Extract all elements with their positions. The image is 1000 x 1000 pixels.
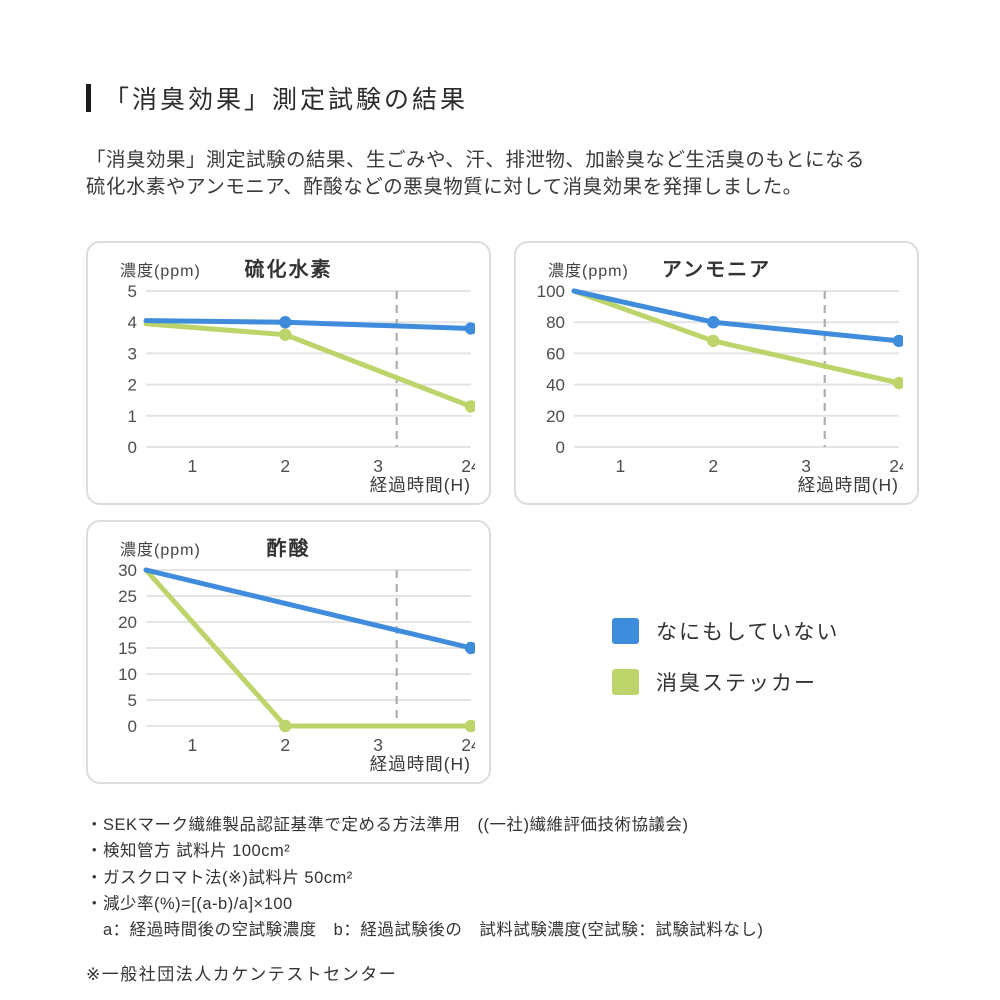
chart-plot: 0 1 2 3 4 5 1 2 3 24経過時間(H) [128, 282, 481, 495]
chart-card: 濃度(ppm) 硫化水素 0 1 2 3 4 5 1 2 3 24経過時間(H) [86, 240, 491, 505]
footnotes: ・SEKマーク繊維製品認証基準で定める方法準用 ((一社)繊維評価技術協議会) ・… [86, 812, 918, 944]
y-tick-label: 0 [128, 717, 137, 736]
y-tick-label: 0 [128, 438, 137, 457]
series-line-blue [571, 288, 902, 344]
y-axis-label: 濃度(ppm) [120, 262, 201, 280]
x-tick-label: 1 [188, 456, 198, 476]
legend-swatch-blue [612, 617, 639, 644]
x-tick-label: 1 [188, 735, 198, 755]
description-line-2: 硫化水素やアンモニア、酢酸などの悪臭物質に対して消臭効果を発揮しました。 [86, 175, 803, 198]
x-axis-label: 経過時間(H) [798, 475, 899, 495]
y-tick-label: 0 [556, 438, 565, 457]
footnote-line: ・SEKマーク繊維製品認証基準で定める方法準用 ((一社)繊維評価技術協議会) [86, 815, 689, 834]
description-line-1: 「消臭効果」測定試験の結果、生ごみや、汗、排泄物、加齢臭など生活臭のもとになる [86, 149, 866, 171]
data-point-dot-blue [279, 315, 292, 329]
legend-swatch-green [612, 668, 639, 695]
chart-title: 硫化水素 [244, 258, 333, 281]
footnote-line: ・ガスクロマト法(※)試料片 50cm² [86, 868, 353, 887]
x-tick-label: 2 [280, 735, 290, 755]
y-tick-label: 3 [128, 344, 137, 363]
y-tick-label: 5 [128, 283, 137, 301]
chart-card-head: 濃度(ppm) 酢酸 [102, 530, 475, 562]
x-tick-label: 3 [373, 735, 383, 755]
description: 「消臭効果」測定試験の結果、生ごみや、汗、排泄物、加齢臭など生活臭のもとになる … [86, 147, 918, 201]
legend-item: なにもしていない [612, 616, 919, 646]
data-point-dot-blue [707, 315, 720, 329]
footnote-line: ・減少率(%)=[(a-b)/a]×100 [86, 894, 293, 913]
data-point-dot-green [279, 328, 292, 341]
legend-item: 消臭ステッカー [612, 667, 919, 697]
chart-card-head: 濃度(ppm) 硫化水素 [102, 251, 475, 283]
data-point-dot-green [464, 719, 478, 733]
data-point-dot-green [464, 400, 478, 413]
legend-label: なにもしていない [656, 620, 840, 644]
chart-card: 濃度(ppm) 酢酸 0 5 10 15 20 25 30 1 2 3 24経過時間(H) [86, 519, 491, 784]
chart-card: 濃度(ppm) アンモニア 0 20 40 60 80 100 1 2 3 24経過時間(H) [514, 240, 919, 505]
data-point-dot-green [892, 376, 906, 390]
page-title-row: 「消臭効果」測定試験の結果 [86, 80, 918, 116]
page-title: 「消臭効果」測定試験の結果 [104, 86, 469, 114]
asterisk-note: ※一般社団法人カケンテストセンター [86, 964, 398, 984]
footnote-line: a：経過時間後の空試験濃度 b：経過試験後の 試料試験濃度(空試験：試験試料なし… [86, 921, 764, 940]
legend-label: 消臭ステッカー [656, 671, 817, 695]
y-tick-label: 4 [128, 313, 137, 332]
x-tick-label: 2 [708, 456, 718, 476]
x-tick-label: 24 [461, 735, 475, 755]
data-point-dot-blue [464, 322, 478, 335]
series-line-green [143, 321, 474, 409]
x-tick-label: 3 [801, 456, 811, 476]
y-axis-label: 濃度(ppm) [120, 541, 201, 559]
x-tick-label: 3 [373, 456, 383, 476]
chart-plot: 0 5 10 15 20 25 30 1 2 3 24経過時間(H) [118, 561, 481, 774]
chart-title: アンモニア [661, 258, 772, 281]
series-line-blue [143, 567, 474, 651]
x-tick-label: 24 [889, 456, 903, 476]
y-tick-label: 2 [128, 375, 137, 394]
y-tick-label: 10 [118, 665, 137, 684]
chart-plot: 0 20 40 60 80 100 1 2 3 24経過時間(H) [537, 282, 909, 495]
y-tick-label: 1 [128, 407, 137, 426]
x-axis-label: 経過時間(H) [370, 754, 471, 774]
data-point-dot-blue [892, 334, 906, 347]
y-tick-label: 25 [118, 587, 137, 606]
chart-card-head: 濃度(ppm) アンモニア [530, 251, 903, 283]
y-axis-label: 濃度(ppm) [548, 262, 629, 280]
x-axis-label: 経過時間(H) [370, 475, 471, 495]
data-point-dot-green [707, 334, 720, 347]
legend: なにもしていない 消臭ステッカー [514, 520, 919, 784]
x-tick-label: 2 [280, 456, 290, 476]
y-tick-label: 5 [128, 691, 137, 710]
footnote-line: ・検知管方 試料片 100cm² [86, 842, 291, 861]
x-tick-label: 1 [616, 456, 626, 476]
y-tick-label: 60 [546, 344, 565, 363]
y-tick-label: 40 [546, 375, 565, 394]
title-accent-bar [86, 84, 91, 112]
x-tick-label: 24 [461, 456, 475, 476]
y-tick-label: 20 [546, 407, 565, 426]
y-tick-label: 100 [537, 283, 565, 301]
y-tick-label: 30 [118, 562, 137, 580]
y-tick-label: 20 [118, 613, 137, 632]
data-point-dot-green [279, 719, 292, 733]
y-tick-label: 15 [118, 639, 137, 658]
data-point-dot-blue [464, 641, 478, 655]
chart-title: 酢酸 [266, 537, 311, 560]
charts-grid: 濃度(ppm)硫化水素01234512324経過時間(H)濃度(ppm)アンモニ… [86, 240, 919, 784]
y-tick-label: 80 [546, 313, 565, 332]
